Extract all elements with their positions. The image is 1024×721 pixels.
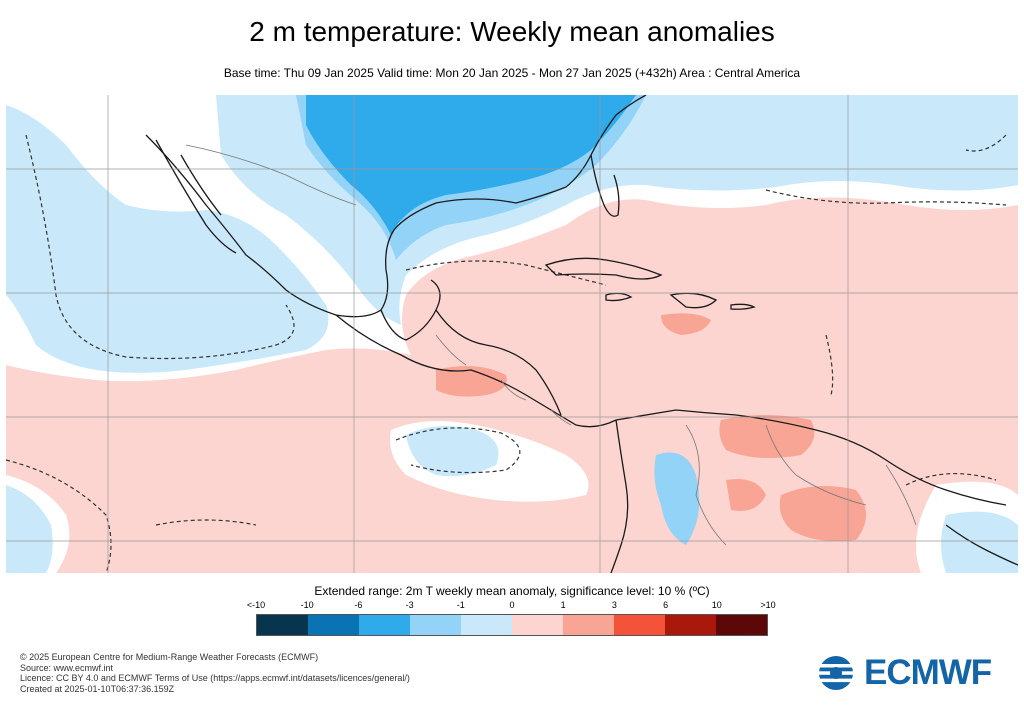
legend-tick: -6 <box>354 600 363 610</box>
legend-tick: -3 <box>405 600 414 610</box>
coastline-cuba <box>544 257 663 280</box>
legend-tick: 3 <box>611 600 617 610</box>
coastline-mexico-us <box>145 95 647 318</box>
coastline-central-america <box>335 314 617 428</box>
legend-swatch <box>614 615 665 635</box>
lat-lon-grid <box>6 95 1018 573</box>
coastline-hispaniola <box>669 292 718 309</box>
legend-tick: 0 <box>509 600 515 610</box>
cold-zone-pacific <box>6 105 329 373</box>
legend-swatch <box>461 615 512 635</box>
coastlines <box>145 95 1018 573</box>
contour-north-atlantic <box>765 189 1007 206</box>
credit-created: Created at 2025-01-10T06:37:36.159Z <box>20 683 175 694</box>
ecmwf-logo: ECMWF <box>812 653 1008 692</box>
cold-zone-pacific-south <box>6 485 53 573</box>
coastline-caribbean-side <box>435 309 562 416</box>
credit-copyright: © 2025 European Centre for Medium-Range … <box>20 652 319 662</box>
legend-swatch <box>359 615 410 635</box>
legend-tick: >10 <box>760 600 776 610</box>
credit-licence: Licence: CC BY 4.0 and ECMWF Terms of Us… <box>20 673 410 683</box>
country-borders <box>185 144 917 546</box>
legend-swatch <box>665 615 716 635</box>
chart-title: 2 m temperature: Weekly mean anomalies <box>249 16 775 47</box>
warm-patch-hispaniola <box>661 313 711 335</box>
legend-tick: -1 <box>456 600 465 610</box>
color-legend: <-10 -10 -6 -3 -1 0 1 3 6 10 >10 <box>247 600 776 640</box>
contour-pacific <box>25 134 295 360</box>
ecmwf-logo-mark <box>816 656 856 690</box>
coastline-baja <box>155 139 237 254</box>
contour-east <box>825 134 1007 396</box>
legend-swatch <box>512 615 563 635</box>
legend-swatches <box>256 614 768 636</box>
warm-patch-colombia <box>726 479 766 511</box>
legend-swatch <box>257 615 308 635</box>
contour-caribbean <box>405 260 607 286</box>
legend-tick: <-10 <box>246 600 266 610</box>
warm-patch-gulf-fonseca <box>436 366 507 397</box>
legend-title: Extended range: 2m T weekly mean anomaly… <box>314 584 710 598</box>
legend-ticks: <-10 -10 -6 -3 -1 0 1 3 6 10 >10 <box>247 600 776 614</box>
border-central-america <box>435 334 572 426</box>
cold-zone-gulf-strong <box>306 95 636 235</box>
contour-southeast <box>905 473 997 486</box>
border-us-mexico <box>185 144 357 206</box>
legend-swatch <box>563 615 614 635</box>
chart-subtitle: Base time: Thu 09 Jan 2025 Valid time: M… <box>223 66 801 80</box>
legend-tick: 10 <box>711 600 722 610</box>
warm-patch-guyana <box>779 486 866 542</box>
warm-patch-venezuela <box>719 415 815 459</box>
credit-source: Source: www.ecmwf.int <box>20 662 114 673</box>
legend-tick: 6 <box>663 600 669 610</box>
cold-zone-atlantic-east <box>941 511 1018 573</box>
legend-tick: -10 <box>300 600 314 610</box>
legend-swatch <box>308 615 359 635</box>
legend-swatch <box>716 615 767 635</box>
significance-contours <box>6 134 1007 573</box>
legend-tick: 1 <box>560 600 566 610</box>
coastline-south-america <box>615 409 1007 506</box>
coastline-yucatan <box>380 279 441 341</box>
cold-zone-caribbean <box>406 426 499 477</box>
coastline-jamaica <box>605 292 633 302</box>
coastline-florida <box>590 154 620 217</box>
legend-swatch <box>410 615 461 635</box>
contour-pacific-south <box>6 459 257 573</box>
ecmwf-logo-text: ECMWF <box>864 653 992 692</box>
coastline-puerto-rico <box>730 303 756 310</box>
cold-zone-colombia <box>654 452 700 545</box>
anomaly-map[interactable] <box>6 95 1018 573</box>
coastline-brazil-east <box>945 524 1018 566</box>
credits: © 2025 European Centre for Medium-Range … <box>20 652 410 694</box>
coastline-colombia-pacific <box>610 419 629 573</box>
border-south-america <box>685 424 917 546</box>
